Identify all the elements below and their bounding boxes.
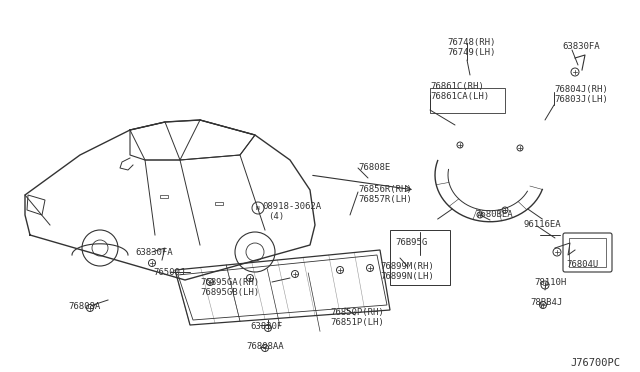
Bar [215, 202, 223, 205]
Text: 76B95G: 76B95G [395, 238, 428, 247]
Text: 76899N(LH): 76899N(LH) [380, 272, 434, 281]
Text: 63830F: 63830F [250, 322, 282, 331]
Text: 76803J(LH): 76803J(LH) [554, 95, 608, 104]
Bar [390, 230, 450, 285]
Text: 76856R(RH): 76856R(RH) [358, 185, 412, 194]
Text: 76861CA(LH): 76861CA(LH) [430, 92, 489, 101]
Text: 96116EA: 96116EA [524, 220, 562, 229]
Text: 76851P(LH): 76851P(LH) [330, 318, 384, 327]
Text: J76700PC: J76700PC [570, 358, 620, 368]
Text: 76808A: 76808A [68, 302, 100, 311]
Text: 7680BEA: 7680BEA [475, 210, 513, 219]
Text: 76808E: 76808E [358, 163, 390, 172]
Text: 63830FA: 63830FA [562, 42, 600, 51]
Text: 76804U: 76804U [566, 260, 598, 269]
Text: 76500J: 76500J [153, 268, 185, 277]
Text: 76895GB(LH): 76895GB(LH) [200, 288, 259, 297]
Bar [569, 238, 606, 267]
Text: 78BB4J: 78BB4J [530, 298, 563, 307]
Text: 76850P(RH): 76850P(RH) [330, 308, 384, 317]
Text: 78110H: 78110H [534, 278, 566, 287]
Text: 63830FA: 63830FA [135, 248, 173, 257]
Text: 76748(RH): 76748(RH) [447, 38, 495, 47]
Text: 76808AA: 76808AA [246, 342, 284, 351]
Bar [160, 195, 168, 198]
Text: 76895GA(RH): 76895GA(RH) [200, 278, 259, 287]
Text: 76804J(RH): 76804J(RH) [554, 85, 608, 94]
Text: 76749(LH): 76749(LH) [447, 48, 495, 57]
Text: 76857R(LH): 76857R(LH) [358, 195, 412, 204]
Text: N: N [256, 205, 260, 211]
Text: 76861C(RH): 76861C(RH) [430, 82, 484, 91]
Text: 08918-3062A: 08918-3062A [262, 202, 321, 211]
Text: (4): (4) [268, 212, 284, 221]
Text: 76899M(RH): 76899M(RH) [380, 262, 434, 271]
Bar [430, 88, 505, 113]
